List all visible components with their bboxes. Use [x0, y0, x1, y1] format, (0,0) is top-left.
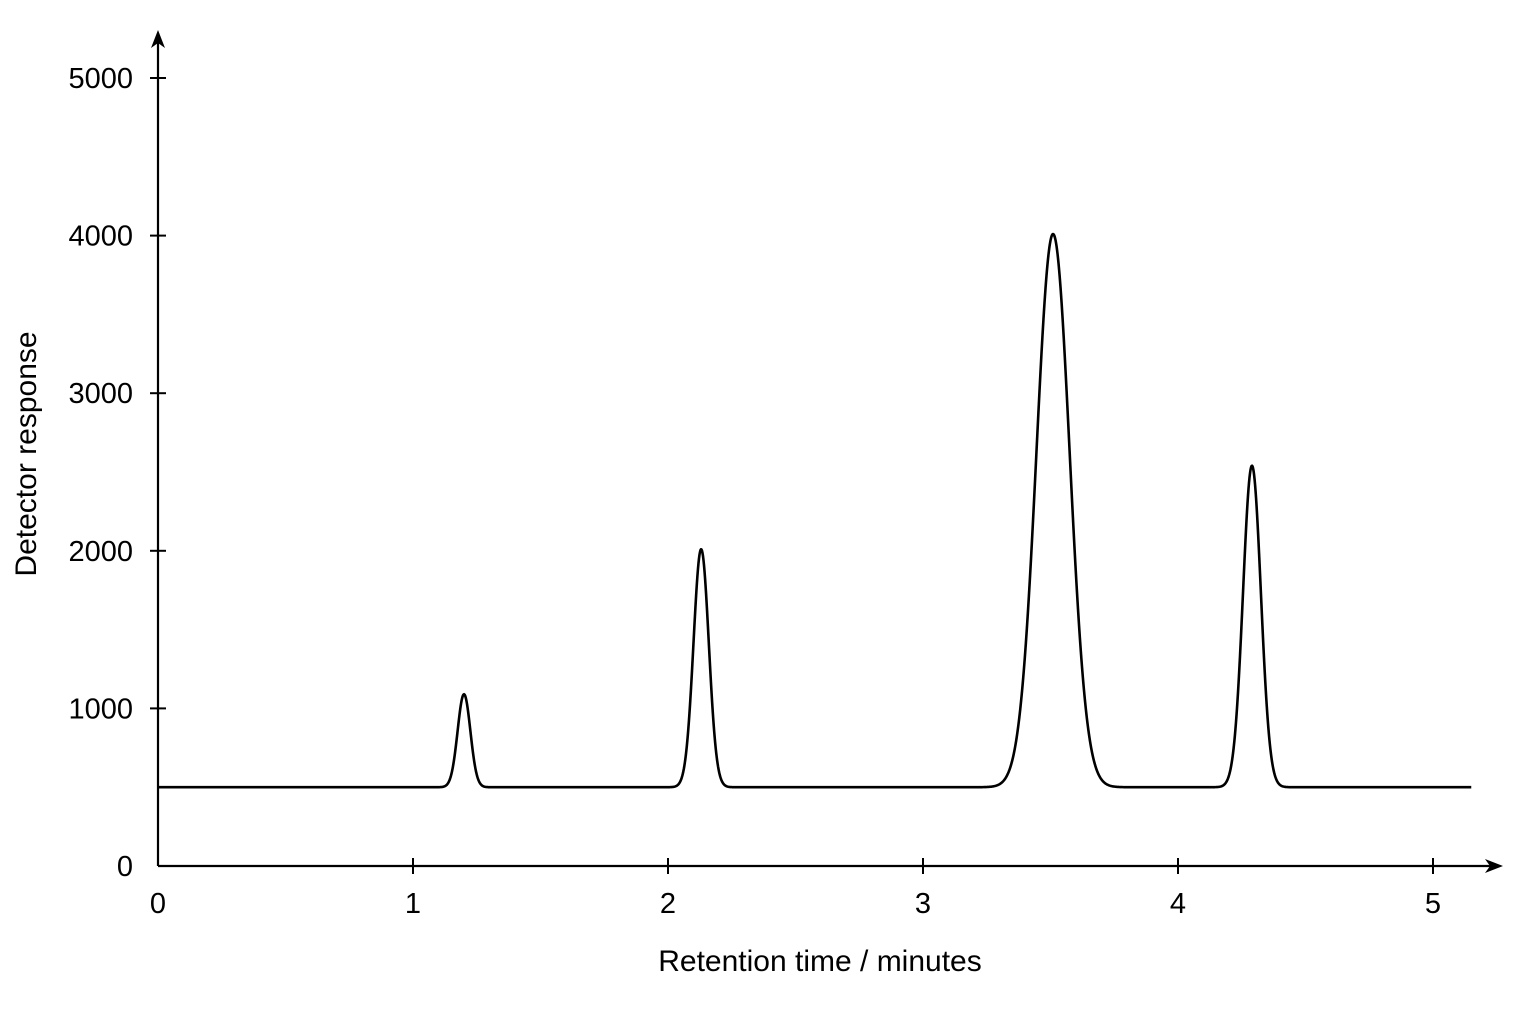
y-tick-label: 2000	[68, 536, 133, 568]
x-axis-title: Retention time / minutes	[658, 945, 981, 978]
x-tick-label: 3	[915, 888, 931, 920]
y-axis-title: Detector response	[10, 331, 43, 576]
x-tick-label: 4	[1170, 888, 1186, 920]
x-tick-label: 0	[150, 888, 166, 920]
y-tick-label: 1000	[68, 693, 133, 725]
y-ticks: 0 1000 2000 3000 4000 5000	[68, 63, 166, 883]
y-axis	[151, 30, 165, 866]
chromatogram-trace	[157, 232, 1473, 789]
y-tick-label: 5000	[68, 63, 133, 95]
x-axis-arrow	[1485, 859, 1503, 873]
x-tick-label: 5	[1425, 888, 1441, 920]
y-tick-label: 0	[117, 851, 133, 883]
x-axis	[158, 859, 1503, 873]
y-tick-label: 3000	[68, 378, 133, 410]
x-tick-label: 2	[660, 888, 676, 920]
x-ticks: 0 1 2 3 4 5	[150, 858, 1441, 920]
traces	[157, 232, 1473, 789]
y-tick-label: 4000	[68, 221, 133, 253]
y-axis-arrow	[151, 30, 165, 48]
x-tick-label: 1	[405, 888, 421, 920]
